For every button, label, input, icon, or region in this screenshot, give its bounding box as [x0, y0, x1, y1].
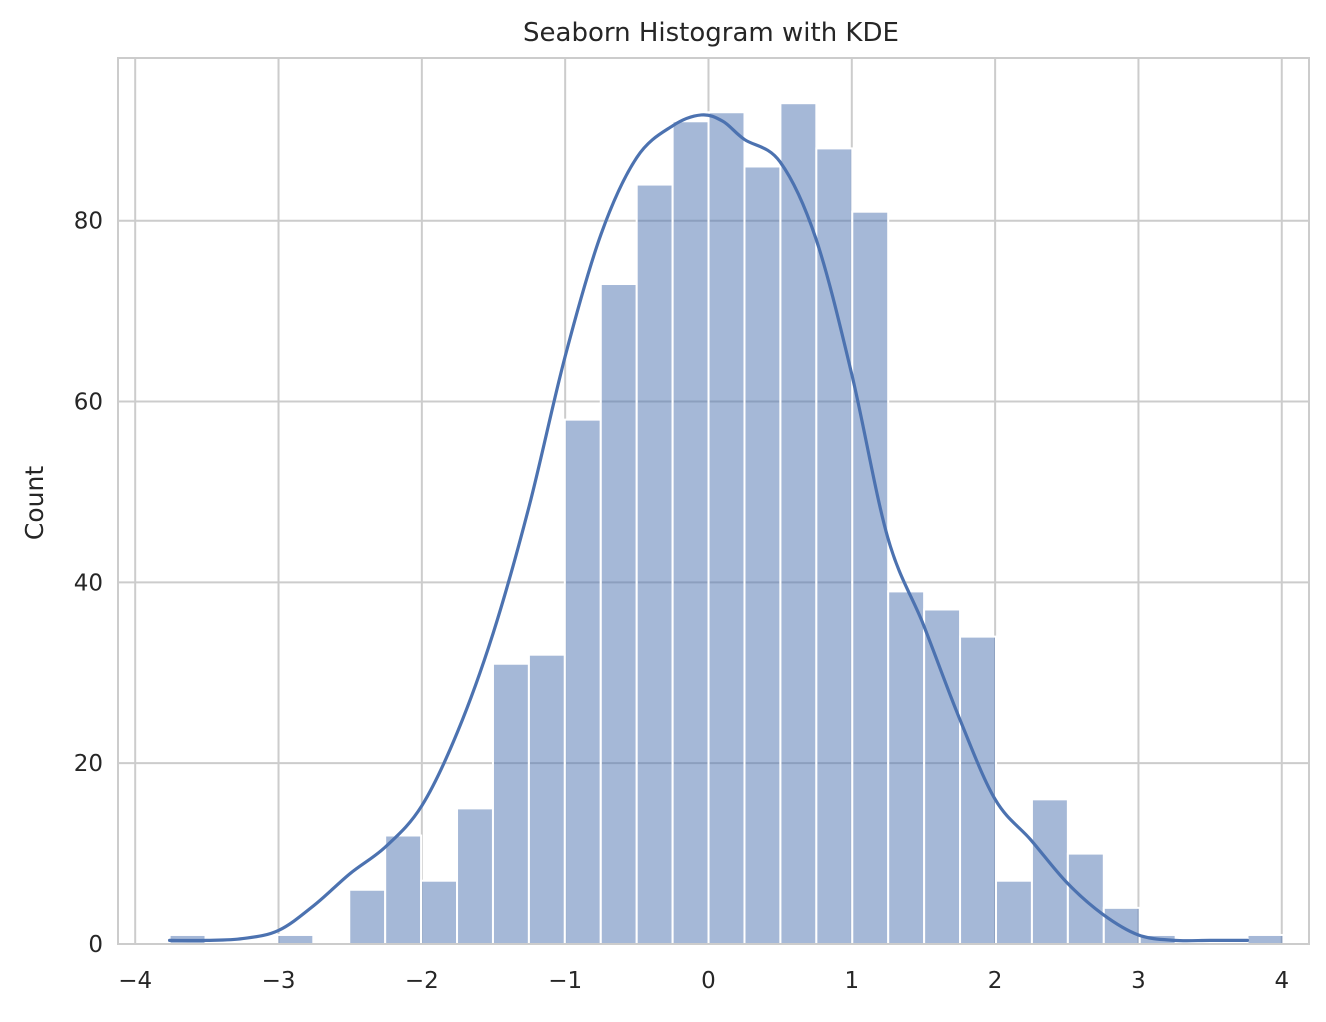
y-tick-label: 40 [74, 570, 103, 596]
x-tick-labels: −4 −3 −2 −1 0 1 2 3 4 [118, 968, 1289, 994]
kde-curve-layer [168, 113, 1249, 943]
histogram-bars [168, 102, 1285, 946]
histogram-bar [743, 165, 782, 945]
histogram-bar [491, 662, 530, 945]
histogram-bar [995, 879, 1033, 946]
x-tick-label: 1 [844, 968, 859, 994]
y-tick-label: 20 [74, 751, 103, 777]
histogram-bar [563, 418, 602, 946]
histogram-bar [1030, 798, 1069, 945]
histogram-bar [420, 879, 459, 946]
y-axis-label: Count [20, 466, 49, 540]
x-tick-label: −2 [405, 968, 439, 994]
histogram-bar [815, 147, 854, 946]
x-tick-label: 4 [1274, 968, 1289, 994]
y-tick-label: 80 [74, 209, 103, 235]
histogram-bar [671, 120, 710, 946]
x-tick-label: −3 [262, 968, 296, 994]
x-tick-label: 3 [1131, 968, 1146, 994]
x-tick-label: 2 [988, 968, 1003, 994]
histogram-bar [276, 933, 315, 945]
histogram-bar [707, 111, 746, 946]
histogram-bar [384, 834, 423, 945]
histogram-bar [887, 590, 926, 945]
histogram-bar [348, 888, 387, 946]
histogram-bar [635, 183, 674, 946]
x-tick-label: −4 [118, 968, 152, 994]
histogram-bar [851, 210, 890, 946]
y-tick-labels: 0 20 40 60 80 [74, 209, 103, 958]
chart-title: Seaborn Histogram with KDE [523, 18, 899, 48]
histogram-bar [527, 653, 566, 945]
kde-curve [168, 113, 1249, 943]
y-tick-label: 0 [88, 932, 103, 958]
histogram-bar [599, 283, 638, 946]
y-tick-label: 60 [74, 390, 103, 416]
histogram-bar [779, 102, 818, 945]
histogram-bar [456, 807, 494, 945]
plot-area-frame [117, 57, 1310, 945]
histogram-bar [1246, 933, 1285, 945]
x-tick-label: 0 [701, 968, 716, 994]
x-tick-label: −1 [548, 968, 582, 994]
histogram-bar [923, 608, 962, 945]
